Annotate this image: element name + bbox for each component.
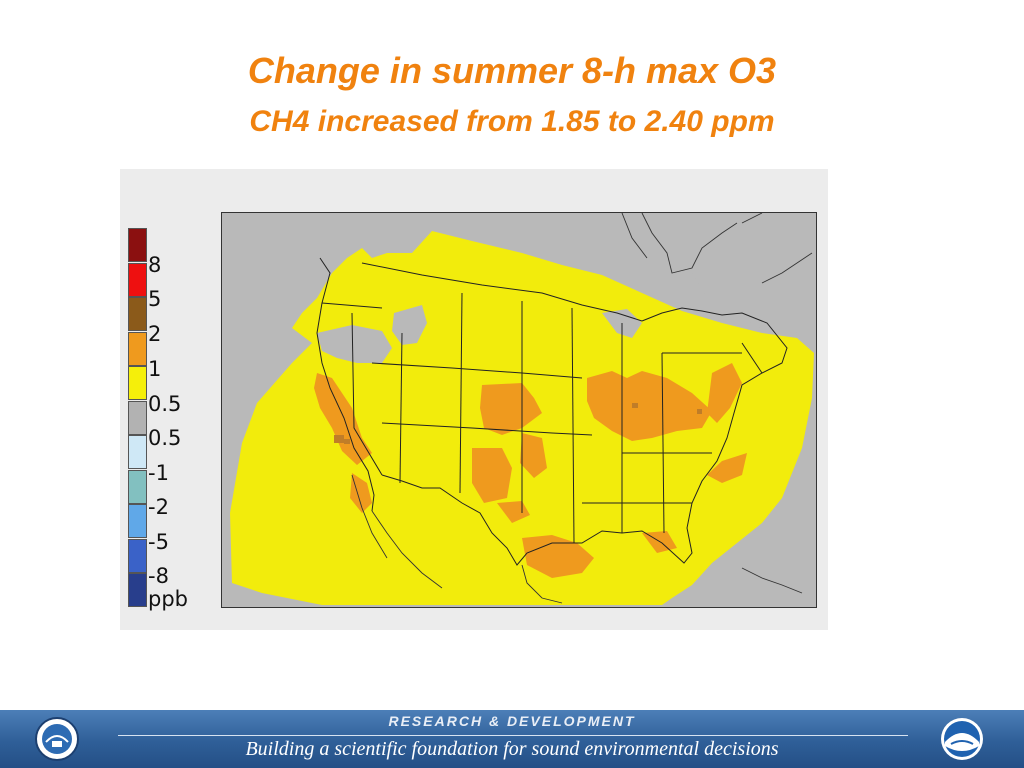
- epa-seal-icon: [35, 717, 79, 761]
- color-legend: 8 5 2 1 0.5 0.5 -1 -2 -5 -8 ppb: [128, 228, 208, 612]
- footer-divider: [118, 735, 908, 736]
- legend-swatch: [128, 573, 147, 607]
- grey-hole-idaho: [392, 305, 427, 345]
- slide-title: Change in summer 8-h max O3: [247, 50, 777, 91]
- legend-label: 1: [148, 357, 162, 381]
- legend-unit: ppb: [148, 587, 188, 611]
- legend-label: 5: [148, 287, 162, 311]
- legend-swatch: [128, 469, 147, 504]
- legend-swatch: [128, 435, 147, 469]
- legend-label: -5: [148, 530, 169, 554]
- grey-hole-northwest: [317, 325, 392, 363]
- legend-swatch: [128, 331, 147, 366]
- legend-swatch: [128, 538, 147, 573]
- ozone-change-map: [221, 212, 817, 608]
- legend-swatch: [128, 262, 147, 297]
- legend-label: -1: [148, 461, 169, 485]
- legend-label: -8: [148, 564, 169, 588]
- footer-banner: RESEARCH & DEVELOPMENT Building a scient…: [0, 710, 1024, 768]
- footer-heading: RESEARCH & DEVELOPMENT: [388, 713, 636, 729]
- noaa-logo-icon: [941, 718, 983, 760]
- footer-tagline: Building a scientific foundation for sou…: [245, 738, 779, 760]
- legend-label: 0.5: [148, 392, 182, 416]
- legend-swatch: [128, 297, 147, 331]
- legend-label: -2: [148, 495, 169, 519]
- dark-orange-patches: [334, 403, 702, 444]
- grey-hole-northeast: [692, 273, 797, 333]
- legend-label: 0.5: [148, 426, 182, 450]
- state-boundaries: [316, 257, 788, 566]
- us-map-svg: [230, 213, 814, 605]
- slide-subtitle: CH4 increased from 1.85 to 2.40 ppm: [249, 105, 775, 138]
- legend-label: 2: [148, 322, 162, 346]
- legend-swatch: [128, 366, 147, 400]
- legend-swatch: [128, 504, 147, 538]
- coastline-detail: [351, 213, 813, 604]
- legend-label: 8: [148, 253, 162, 277]
- legend-swatch: [128, 228, 147, 262]
- legend-swatch: [128, 400, 147, 435]
